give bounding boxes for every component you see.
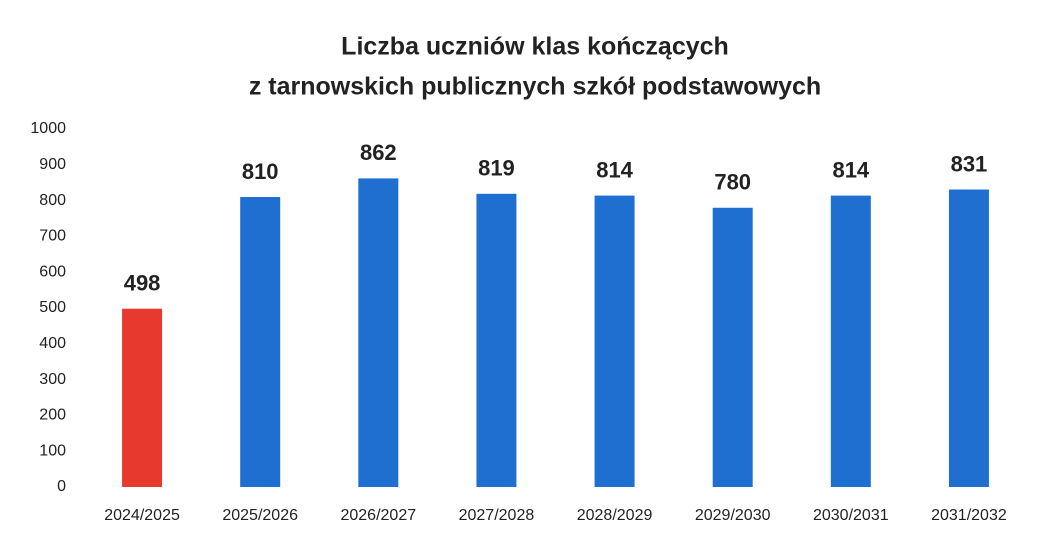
y-tick-label: 200 <box>39 407 66 424</box>
y-tick-label: 400 <box>39 335 66 352</box>
y-tick-label: 900 <box>39 156 66 173</box>
bar <box>830 195 871 487</box>
chart-title: Liczba uczniów klas kończących <box>341 33 729 61</box>
bar <box>712 207 753 487</box>
x-tick-label: 2028/2029 <box>577 507 653 524</box>
bar <box>240 197 281 487</box>
y-tick-label: 1000 <box>30 120 66 137</box>
y-tick-label: 0 <box>57 478 66 495</box>
x-tick-label: 2031/2032 <box>931 507 1007 524</box>
bar <box>594 195 635 487</box>
data-label: 810 <box>242 159 279 184</box>
bar <box>122 308 163 487</box>
data-label: 819 <box>478 156 515 181</box>
y-tick-label: 300 <box>39 371 66 388</box>
bar <box>948 189 989 487</box>
bar <box>476 193 517 487</box>
y-tick-label: 700 <box>39 228 66 245</box>
data-label: 814 <box>832 157 869 182</box>
x-tick-label: 2029/2030 <box>695 507 771 524</box>
data-label: 498 <box>124 271 161 296</box>
x-tick-label: 2025/2026 <box>222 507 298 524</box>
x-tick-label: 2027/2028 <box>459 507 535 524</box>
y-tick-label: 600 <box>39 263 66 280</box>
y-tick-label: 800 <box>39 192 66 209</box>
x-tick-label: 2024/2025 <box>104 507 180 524</box>
y-tick-label: 100 <box>39 442 66 459</box>
data-label: 862 <box>360 140 397 165</box>
x-tick-label: 2026/2027 <box>340 507 416 524</box>
bar <box>358 178 399 488</box>
y-tick-label: 500 <box>39 299 66 316</box>
x-tick-label: 2030/2031 <box>813 507 889 524</box>
data-label: 831 <box>951 151 988 176</box>
data-label: 814 <box>596 157 633 182</box>
data-label: 780 <box>714 170 751 195</box>
chart-title: z tarnowskich publicznych szkół podstawo… <box>249 73 821 101</box>
